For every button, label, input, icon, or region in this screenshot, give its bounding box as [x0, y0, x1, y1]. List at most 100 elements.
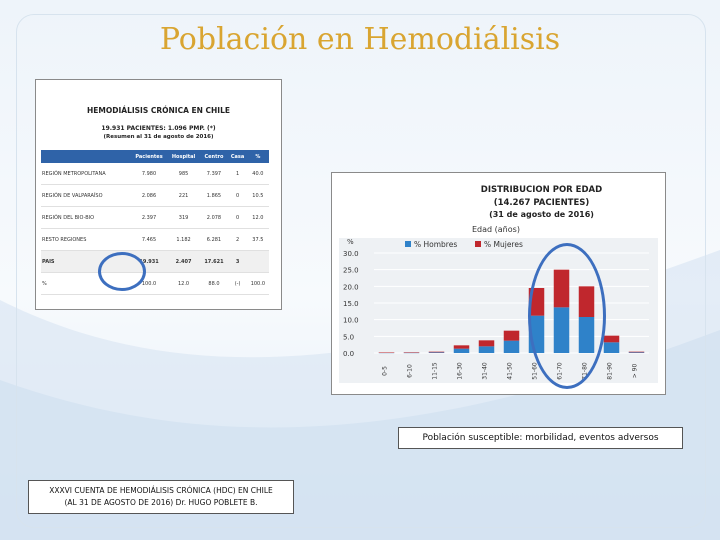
y-tick-label: 25.0 [343, 267, 359, 275]
bar-mujeres [478, 340, 495, 347]
footer-line-1: XXXVI CUENTA DE HEMODIÁLISIS CRÓNICA (HD… [49, 486, 273, 495]
cell-pacientes: 7.980 [130, 163, 168, 185]
x-axis-label: Edad (años) [472, 225, 520, 234]
legend-label: % Hombres [414, 240, 457, 249]
header-percent: % [246, 150, 269, 163]
cell-centro: 88.0 [199, 272, 229, 295]
bar-hombres [628, 352, 645, 353]
slide-frame [16, 14, 706, 528]
y-tick-label: 30.0 [343, 250, 359, 258]
chart-subtitle: (14.267 PACIENTES) [493, 198, 590, 208]
bar-mujeres [503, 330, 520, 341]
table-row-total: PAIS 19.931 2.407 17.621 3 [41, 250, 269, 273]
row-label: RESTO REGIONES [41, 228, 131, 251]
x-tick-label: 31-40 [482, 362, 489, 380]
cell-hospital: 319 [167, 206, 200, 229]
x-tick-label: 81-90 [607, 362, 614, 380]
x-tick-label: 51-60 [532, 362, 539, 380]
legend-label: % Mujeres [484, 240, 523, 249]
bar-mujeres [628, 351, 645, 353]
cell-percent: 12.0 [246, 206, 269, 229]
x-tick-label: 16-30 [457, 362, 464, 380]
bar-hombres [503, 340, 520, 353]
x-tick-label: > 90 [632, 364, 639, 379]
bar-mujeres [378, 352, 395, 353]
bar-hombres [478, 346, 495, 353]
table-row: RESTO REGIONES 7.465 1.182 6.281 2 37.5 [41, 228, 269, 251]
cell-casa: 0 [228, 206, 247, 229]
bar-mujeres [403, 352, 420, 353]
y-tick-label: 5.0 [343, 333, 354, 341]
header-centro: Centro [199, 150, 229, 163]
cell-percent: 10.5 [246, 184, 269, 207]
cell-hospital: 12.0 [167, 272, 200, 295]
cell-percent: 37.5 [246, 228, 269, 251]
cell-centro: 6.281 [199, 228, 229, 251]
x-tick-label: 6-10 [407, 364, 414, 378]
row-label: REGIÓN DE VALPARAÍSO [41, 184, 131, 207]
header-hospital: Hospital [167, 150, 200, 163]
chart-title: DISTRIBUCION POR EDAD [480, 185, 603, 195]
cell-centro: 17.621 [199, 250, 229, 273]
susceptible-population-note: Población susceptible: morbilidad, event… [398, 427, 683, 449]
cell-hospital: 985 [167, 163, 200, 185]
cell-casa: 1 [228, 163, 247, 185]
chart-date: (31 de agosto de 2016) [489, 210, 594, 219]
bar-mujeres [603, 335, 620, 343]
footer-line-2: (AL 31 DE AGOSTO DE 2016) Dr. HUGO POBLE… [64, 498, 258, 507]
table-row-percent: % 100.0 12.0 88.0 (-) 100.0 [41, 272, 269, 295]
cell-casa: 2 [228, 228, 247, 251]
header-pacientes: Pacientes [130, 150, 168, 163]
table-row: REGIÓN DEL BIO-BIO 2.397 319 2.078 0 12.… [41, 206, 269, 229]
header-region [41, 150, 131, 163]
legend-swatch [475, 241, 481, 247]
bar-hombres [453, 348, 470, 353]
bar-mujeres [428, 351, 445, 353]
bar-hombres [603, 342, 620, 353]
cell-pacientes: 2.397 [130, 206, 168, 229]
y-axis-label: % [347, 238, 354, 246]
x-tick-label: 11-15 [432, 362, 439, 380]
cell-casa: (-) [228, 272, 247, 295]
bar-hombres [428, 352, 445, 353]
cell-percent: 40.0 [246, 163, 269, 185]
table-row: REGIÓN DE VALPARAÍSO 2.086 221 1.865 0 1… [41, 184, 269, 207]
cell-centro: 2.078 [199, 206, 229, 229]
bar-mujeres [453, 345, 470, 349]
patients-table: Pacientes Hospital Centro Casa % REGIÓN … [41, 150, 269, 295]
row-label: REGIÓN DEL BIO-BIO [41, 206, 131, 229]
table-summary: (Resumen al 31 de agosto de 2016) [103, 134, 214, 140]
cell-centro: 7.397 [199, 163, 229, 185]
legend-swatch [405, 241, 411, 247]
bar-hombres [403, 352, 420, 354]
y-tick-label: 10.0 [343, 317, 359, 325]
y-tick-label: 20.0 [343, 283, 359, 291]
table-subtitle: 19.931 PACIENTES: 1.096 PMP. (*) [101, 125, 216, 132]
age-bar-chart: 30.0 25.0 20.0 15.0 10.0 5.0 0.0% % Hombres % Mu… [343, 238, 649, 380]
x-tick-label: 0-5 [382, 366, 389, 376]
cell-percent: 100.0 [246, 272, 269, 295]
cell-centro: 1.865 [199, 184, 229, 207]
cell-pacientes: 2.086 [130, 184, 168, 207]
table-row: REGIÓN METROPOLITANA 7.980 985 7.397 1 4… [41, 163, 269, 185]
slide-title: Población en Hemodiálisis [159, 22, 561, 57]
x-tick-label: 41-50 [507, 362, 514, 380]
cell-casa: 3 [228, 250, 247, 273]
y-tick-label: 15.0 [343, 300, 359, 308]
table-header-row: Pacientes Hospital Centro Casa % [41, 150, 269, 163]
table-title: HEMODIÁLISIS CRÓNICA EN CHILE [87, 106, 230, 115]
cell-pacientes: 7.465 [130, 228, 168, 251]
highlight-circle-peak-ages [528, 243, 606, 389]
header-casa: Casa [228, 150, 247, 163]
cell-hospital: 1.182 [167, 228, 200, 251]
age-distribution-card: DISTRIBUCION POR EDAD (14.267 PACIENTES)… [331, 172, 666, 395]
footer-citation: XXXVI CUENTA DE HEMODIÁLISIS CRÓNICA (HD… [28, 480, 294, 514]
cell-casa: 0 [228, 184, 247, 207]
cell-percent [246, 250, 269, 273]
chile-hd-table-card: HEMODIÁLISIS CRÓNICA EN CHILE 19.931 PAC… [35, 79, 282, 310]
row-label: REGIÓN METROPOLITANA [41, 163, 131, 185]
chart-panel: 30.0 25.0 20.0 15.0 10.0 5.0 0.0% % Hombres % Mu… [339, 238, 658, 383]
y-tick-label: 0.0 [343, 350, 354, 358]
highlight-circle-total [98, 252, 146, 291]
cell-hospital: 221 [167, 184, 200, 207]
